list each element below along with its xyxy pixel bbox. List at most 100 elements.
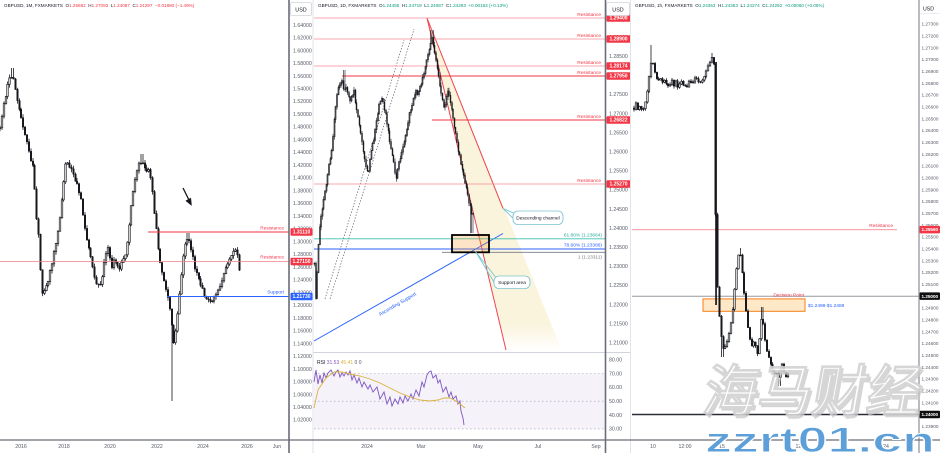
svg-text:1.27950: 1.27950 (609, 74, 627, 80)
svg-text:1.26800: 1.26800 (922, 81, 939, 86)
svg-text:1.25000: 1.25000 (609, 188, 628, 194)
svg-text:1.25700: 1.25700 (922, 211, 939, 216)
svg-text:1.02000: 1.02000 (293, 418, 312, 424)
svg-text:50.00: 50.00 (609, 399, 622, 405)
svg-text:GBPUSD, 1h, FXMARKETS O1.2435: GBPUSD, 1h, FXMARKETS O1.24353 H1.24353 … (635, 3, 824, 8)
svg-text:1.26500: 1.26500 (922, 116, 939, 121)
svg-text:1.46000: 1.46000 (293, 138, 312, 144)
svg-text:1.54000: 1.54000 (293, 87, 312, 93)
svg-text:1.27500: 1.27500 (609, 92, 628, 98)
svg-text:zzrt01.cn: zzrt01.cn (705, 421, 935, 453)
svg-text:1.25100: 1.25100 (922, 282, 939, 287)
svg-text:2024: 2024 (361, 444, 373, 450)
svg-text:Decision Point: Decision Point (773, 293, 804, 299)
svg-text:1.27200: 1.27200 (922, 34, 939, 39)
svg-text:1.50000: 1.50000 (293, 112, 312, 118)
svg-text:1.25560: 1.25560 (921, 227, 938, 232)
svg-text:1.14000: 1.14000 (293, 341, 312, 347)
svg-text:1.22500: 1.22500 (609, 283, 628, 289)
svg-text:1.60000: 1.60000 (293, 48, 312, 54)
svg-text:1.42000: 1.42000 (293, 163, 312, 169)
svg-text:1.38000: 1.38000 (293, 188, 312, 194)
svg-text:2026: 2026 (241, 444, 253, 450)
svg-text:1.24500: 1.24500 (609, 207, 628, 213)
svg-text:1.26822: 1.26822 (609, 118, 627, 124)
svg-text:Support area: Support area (498, 280, 526, 286)
svg-text:1.62000: 1.62000 (293, 36, 312, 42)
svg-text:1.28500: 1.28500 (609, 54, 628, 60)
svg-text:1.24700: 1.24700 (922, 329, 939, 334)
svg-text:1.12000: 1.12000 (293, 354, 312, 360)
svg-text:1.04000: 1.04000 (293, 405, 312, 411)
svg-text:1.44000: 1.44000 (293, 150, 312, 156)
svg-text:78.60% (1.23386): 78.60% (1.23386) (564, 243, 603, 249)
svg-text:Resistance: Resistance (577, 114, 601, 120)
svg-text:1.34000: 1.34000 (293, 214, 312, 220)
svg-text:1.16000: 1.16000 (293, 329, 312, 335)
svg-text:1.28174: 1.28174 (609, 64, 627, 70)
svg-text:1.24000: 1.24000 (609, 226, 628, 232)
svg-text:1.25300: 1.25300 (922, 258, 939, 263)
svg-text:1.24800: 1.24800 (922, 318, 939, 323)
svg-text:Resistance: Resistance (577, 60, 601, 66)
svg-text:1.28000: 1.28000 (293, 252, 312, 258)
svg-text:1.25270: 1.25270 (609, 182, 627, 188)
svg-text:2024: 2024 (197, 444, 209, 450)
svg-text:Resistance: Resistance (577, 70, 601, 76)
svg-text:USD: USD (612, 8, 623, 14)
svg-text:Resistance: Resistance (260, 255, 284, 261)
svg-text:USD: USD (295, 8, 306, 14)
svg-text:2018: 2018 (58, 444, 70, 450)
svg-text:1.25500: 1.25500 (922, 235, 939, 240)
svg-text:60.00: 60.00 (609, 385, 622, 391)
svg-text:GBPUSD, 1M, FXMARKETS O1.2586: GBPUSD, 1M, FXMARKETS O1.25862 H1.27093 … (4, 3, 195, 8)
svg-text:Sep: Sep (591, 444, 600, 450)
svg-text:Descending channel: Descending channel (516, 215, 559, 221)
svg-text:Jul: Jul (535, 444, 542, 450)
svg-text:1.08000: 1.08000 (293, 380, 312, 386)
svg-text:1.25200: 1.25200 (922, 270, 939, 275)
svg-text:1.24900: 1.24900 (922, 306, 939, 311)
svg-text:1.25900: 1.25900 (922, 187, 939, 192)
svg-text:30.00: 30.00 (609, 427, 622, 433)
svg-text:1.26700: 1.26700 (922, 93, 939, 98)
svg-text:1.31110: 1.31110 (293, 230, 311, 236)
svg-text:1.29400: 1.29400 (609, 16, 627, 22)
svg-text:GBPUSD, 1D, FXMARKETS O1.2445: GBPUSD, 1D, FXMARKETS O1.24455 H1.24719 … (318, 3, 508, 8)
svg-text:1.25800: 1.25800 (922, 199, 939, 204)
svg-text:1.26500: 1.26500 (609, 130, 628, 136)
svg-text:1.10000: 1.10000 (293, 367, 312, 373)
svg-text:1.25400: 1.25400 (922, 247, 939, 252)
svg-text:1.36000: 1.36000 (293, 201, 312, 207)
svg-text:Resistance: Resistance (869, 223, 893, 229)
svg-text:1.23500: 1.23500 (609, 245, 628, 251)
svg-text:12:00: 12:00 (679, 444, 692, 450)
svg-text:1.24100: 1.24100 (922, 400, 939, 405)
svg-text:1.24000: 1.24000 (293, 278, 312, 284)
svg-text:1.25500: 1.25500 (609, 169, 628, 175)
svg-text:USD: USD (923, 7, 934, 13)
svg-text:1.06000: 1.06000 (293, 392, 312, 398)
svg-text:1.64000: 1.64000 (293, 23, 312, 29)
svg-text:Resistance: Resistance (577, 12, 601, 18)
svg-text:61.80% (1.23664): 61.80% (1.23664) (564, 233, 603, 239)
svg-text:70.00: 70.00 (609, 371, 622, 377)
svg-text:1.27000: 1.27000 (922, 57, 939, 62)
svg-text:1.26900: 1.26900 (922, 69, 939, 74)
svg-text:Resistance: Resistance (577, 178, 601, 184)
svg-text:1.28900: 1.28900 (609, 37, 627, 43)
svg-text:1.21000: 1.21000 (609, 341, 628, 347)
svg-text:May: May (473, 444, 483, 450)
svg-text:1.56000: 1.56000 (293, 74, 312, 80)
svg-text:1.26200: 1.26200 (922, 152, 939, 157)
svg-text:Support: Support (267, 290, 284, 296)
svg-text:1.26600: 1.26600 (922, 105, 939, 110)
svg-text:1.18000: 1.18000 (293, 316, 312, 322)
svg-text:1.21730: 1.21730 (292, 294, 310, 300)
svg-text:Mar: Mar (417, 444, 426, 450)
svg-text:1.58000: 1.58000 (293, 61, 312, 67)
svg-text:1.27150: 1.27150 (292, 259, 310, 265)
svg-text:1.26000: 1.26000 (922, 176, 939, 181)
svg-text:$1.2498-$1.2489: $1.2498-$1.2489 (808, 303, 845, 309)
svg-text:RSI 31.53 45.41 0 0: RSI 31.53 45.41 0 0 (317, 360, 362, 366)
